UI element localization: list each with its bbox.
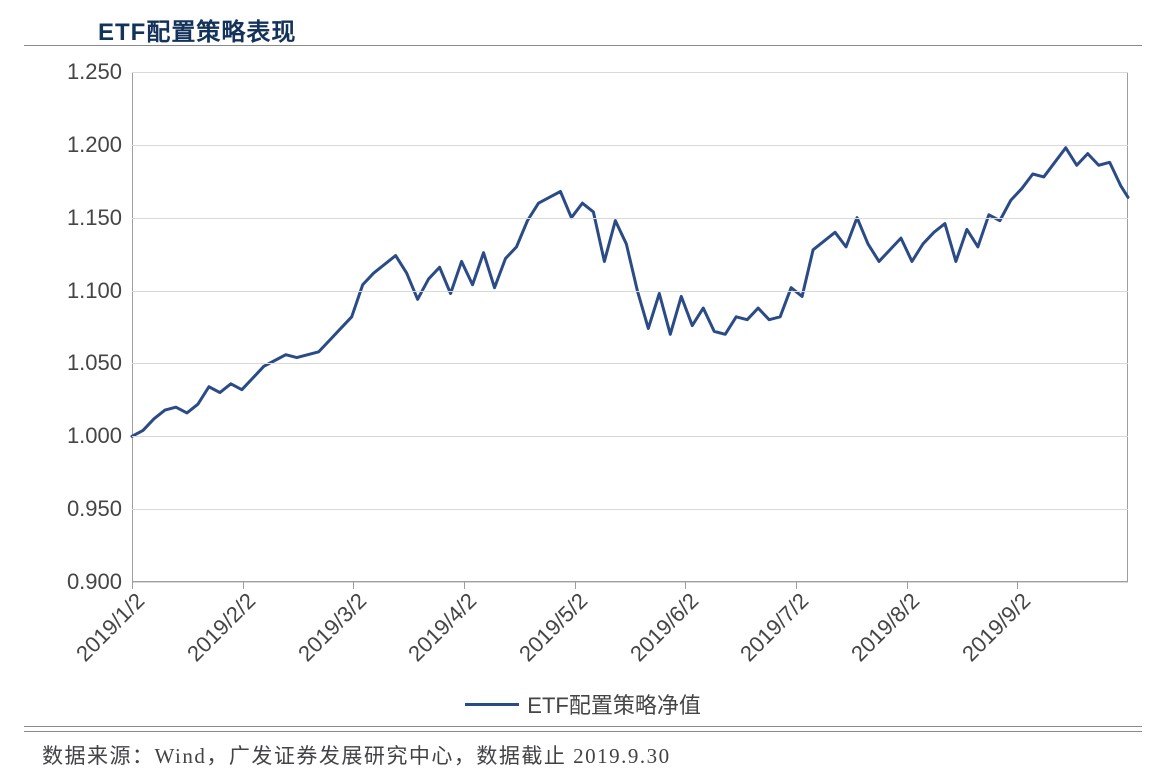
- rule-top: [24, 45, 1142, 46]
- y-axis-label: 0.950: [67, 496, 122, 522]
- rule-bottom-1: [24, 726, 1142, 727]
- y-axis-label: 1.250: [67, 59, 122, 85]
- x-axis-label: 2019/3/2: [293, 588, 372, 667]
- line-series-svg: [132, 72, 1128, 582]
- y-axis-label: 1.100: [67, 278, 122, 304]
- gridline: [132, 72, 1128, 73]
- gridline: [132, 291, 1128, 292]
- y-axis-label: 0.900: [67, 569, 122, 595]
- gridline: [132, 509, 1128, 510]
- legend-swatch: [465, 703, 519, 706]
- x-axis-label: 2019/4/2: [403, 588, 482, 667]
- plot-area: 0.9000.9501.0001.0501.1001.1501.2001.250…: [132, 72, 1128, 582]
- x-axis-label: 2019/9/2: [957, 588, 1036, 667]
- gridline: [132, 582, 1128, 583]
- chart-title: ETF配置策略表现: [98, 12, 296, 47]
- x-axis-label: 2019/8/2: [846, 588, 925, 667]
- legend-label: ETF配置策略净值: [527, 693, 701, 718]
- y-axis-label: 1.150: [67, 205, 122, 231]
- y-axis-label: 1.000: [67, 423, 122, 449]
- y-axis-label: 1.200: [67, 132, 122, 158]
- x-axis-label: 2019/5/2: [514, 588, 593, 667]
- rule-bottom-2: [24, 731, 1142, 732]
- footer-source: 数据来源：Wind，广发证券发展研究中心，数据截止 2019.9.30: [42, 740, 671, 770]
- gridline: [132, 363, 1128, 364]
- gridline: [132, 218, 1128, 219]
- legend: ETF配置策略净值: [0, 688, 1166, 720]
- gridline: [132, 436, 1128, 437]
- gridline: [132, 145, 1128, 146]
- x-axis-label: 2019/7/2: [735, 588, 814, 667]
- x-axis-label: 2019/2/2: [182, 588, 261, 667]
- x-axis-label: 2019/6/2: [625, 588, 704, 667]
- x-axis-label: 2019/1/2: [71, 588, 150, 667]
- series-line: [132, 148, 1128, 437]
- y-axis-label: 1.050: [67, 350, 122, 376]
- chart-container: ETF配置策略表现 0.9000.9501.0001.0501.1001.150…: [0, 0, 1166, 773]
